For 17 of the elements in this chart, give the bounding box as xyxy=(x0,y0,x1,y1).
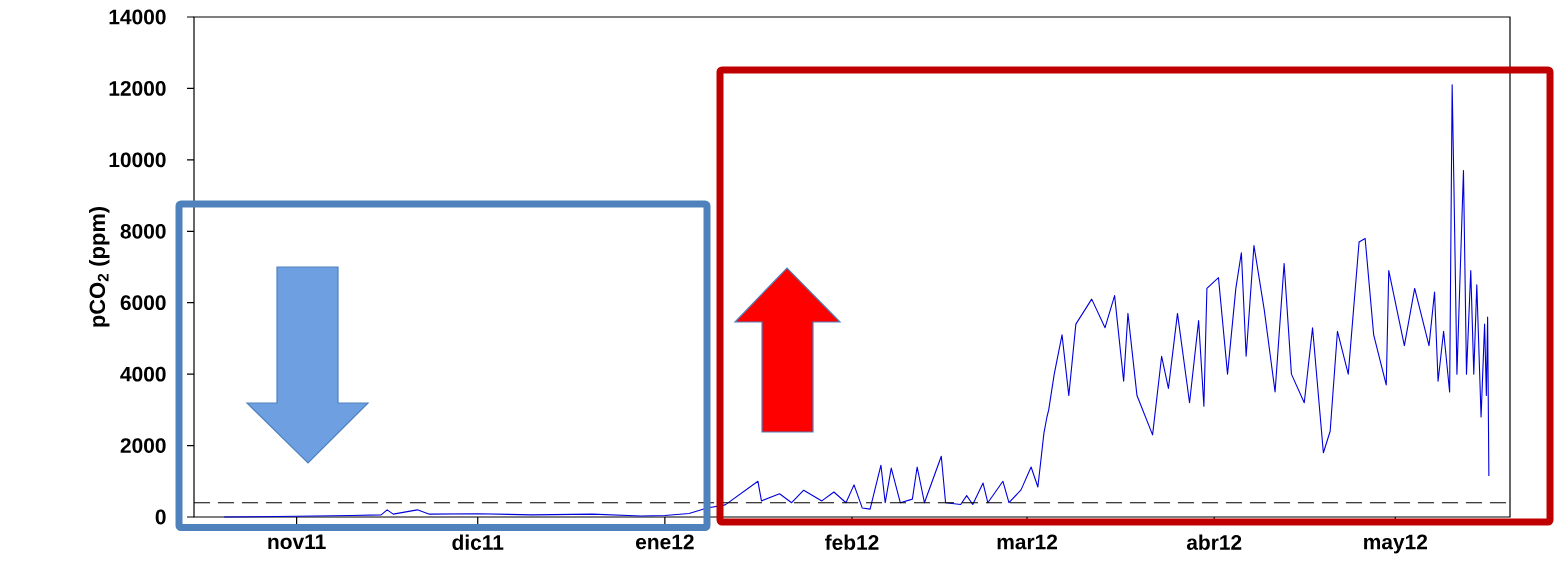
x-tick-label: mar12 xyxy=(997,534,1058,550)
x-tick-label: may12 xyxy=(1364,534,1428,554)
x-tick-label: feb12 xyxy=(825,534,879,550)
x-tick-label: ene12 xyxy=(636,534,694,550)
y-tick-label: 0 xyxy=(155,509,166,525)
y-tick-label: 12000 xyxy=(109,81,166,96)
y-tick-label: 14000 xyxy=(109,9,166,25)
y-tick-label: 6000 xyxy=(120,295,166,311)
x-tick-label: nov11 xyxy=(268,534,326,550)
x-tick-label: abr12 xyxy=(1186,534,1242,550)
y-tick-label: 4000 xyxy=(120,366,166,382)
line-series xyxy=(223,84,1490,518)
y-axis-title: pCO$_{2}$ (ppm) xyxy=(89,206,110,327)
x-tick-label: dic11 xyxy=(452,534,504,550)
y-tick-label: 10000 xyxy=(109,152,166,168)
y-tick-label: 2000 xyxy=(120,438,166,453)
y-tick-label: 8000 xyxy=(120,223,166,239)
